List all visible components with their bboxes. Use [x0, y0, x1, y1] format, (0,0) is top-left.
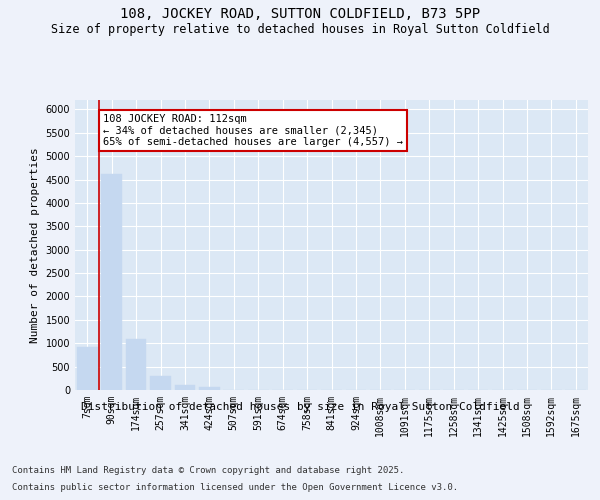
Text: Contains public sector information licensed under the Open Government Licence v3: Contains public sector information licen… — [12, 484, 458, 492]
Text: Distribution of detached houses by size in Royal Sutton Coldfield: Distribution of detached houses by size … — [80, 402, 520, 412]
Bar — [150, 376, 171, 390]
Text: 108, JOCKEY ROAD, SUTTON COLDFIELD, B73 5PP: 108, JOCKEY ROAD, SUTTON COLDFIELD, B73 … — [120, 8, 480, 22]
Bar — [175, 386, 196, 390]
Bar — [77, 347, 98, 390]
Text: Size of property relative to detached houses in Royal Sutton Coldfield: Size of property relative to detached ho… — [50, 22, 550, 36]
Y-axis label: Number of detached properties: Number of detached properties — [30, 147, 40, 343]
Bar — [199, 388, 220, 390]
Text: Contains HM Land Registry data © Crown copyright and database right 2025.: Contains HM Land Registry data © Crown c… — [12, 466, 404, 475]
Text: 108 JOCKEY ROAD: 112sqm
← 34% of detached houses are smaller (2,345)
65% of semi: 108 JOCKEY ROAD: 112sqm ← 34% of detache… — [103, 114, 403, 147]
Bar — [125, 339, 146, 390]
Bar — [101, 174, 122, 390]
